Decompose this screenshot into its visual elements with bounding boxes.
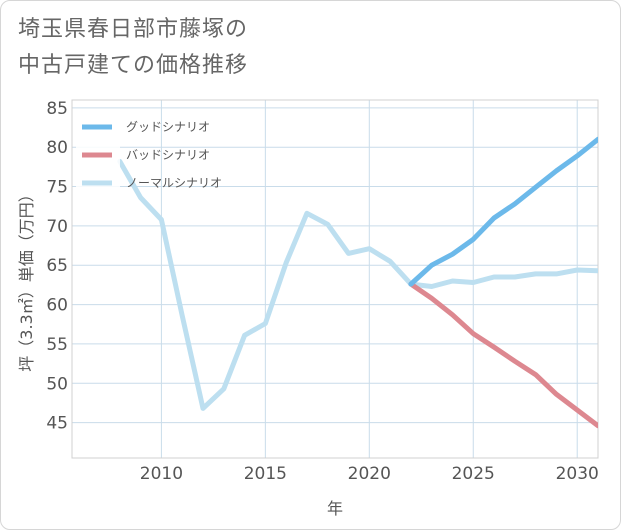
chart-title-line2: 中古戸建ての価格推移 [18,53,249,78]
series-line-normal [117,158,598,411]
legend-label-bad: バッドシナリオ [126,148,210,162]
legend-label-good: グッドシナリオ [126,120,210,134]
series-line-good [408,136,598,287]
y-tick-label: 60 [46,296,68,316]
x-tick-label: 2030 [556,464,599,484]
plot-area [71,99,599,459]
x-tick-label: 2025 [452,464,495,484]
y-tick-label: 50 [46,374,68,394]
y-axis-title: 坪（3.3㎡）単価（万円） [17,186,36,371]
axis-ticks: 2010 2015 2020 2025 2030 45 50 55 60 65 70 75 80 85 [46,99,598,484]
series-line-bad [408,281,598,429]
series-lines [117,136,598,429]
y-tick-label: 55 [46,335,68,355]
chart-title: 埼玉県春日部市藤塚の 中古戸建ての価格推移 [18,12,418,84]
y-tick-label: 75 [46,178,68,198]
y-tick-label: 80 [46,138,68,158]
x-tick-label: 2010 [140,464,183,484]
y-tick-label: 65 [46,256,68,276]
y-tick-label: 45 [46,414,68,434]
y-tick-label: 85 [46,99,68,119]
x-axis-title: 年 [327,499,343,518]
y-tick-label: 70 [46,217,68,237]
chart-title-line1: 埼玉県春日部市藤塚の [18,17,249,42]
grid [72,100,598,458]
legend-label-normal: ノーマルシナリオ [126,176,222,190]
x-tick-label: 2020 [348,464,391,484]
x-tick-label: 2015 [244,464,287,484]
